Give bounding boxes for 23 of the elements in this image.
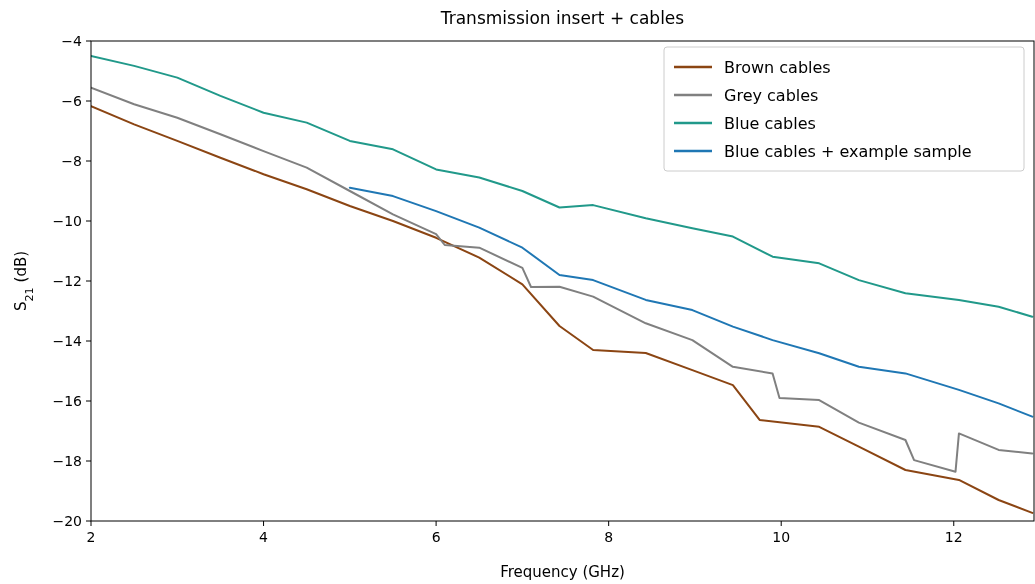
x-tick-label: 8 (604, 529, 614, 545)
y-tick-label: −20 (52, 513, 82, 529)
line-series (91, 55, 1034, 318)
x-axis-title: Frequency (GHz) (500, 563, 625, 581)
y-tick-label: −10 (52, 213, 82, 229)
legend-label: Grey cables (724, 86, 819, 105)
legend-label: Blue cables + example sample (724, 142, 972, 161)
legend-label: Blue cables (724, 114, 816, 133)
line-series (348, 186, 1034, 418)
y-tick-label: −4 (61, 33, 83, 49)
x-tick-label: 6 (431, 529, 441, 545)
y-tick-label: −6 (61, 93, 83, 109)
y-tick-label: −12 (52, 273, 82, 289)
y-tick-label: −8 (61, 153, 82, 169)
y-tick-label: −16 (52, 393, 83, 409)
x-tick-label: 10 (772, 529, 791, 545)
y-tick-label: −14 (52, 333, 83, 349)
x-tick-label: 2 (86, 529, 96, 545)
x-tick-label: 12 (944, 529, 963, 545)
legend-label: Brown cables (724, 58, 831, 77)
x-tick-label: 4 (259, 529, 269, 545)
y-tick-label: −18 (52, 453, 82, 469)
chart-title: Transmission insert + cables (439, 8, 685, 28)
